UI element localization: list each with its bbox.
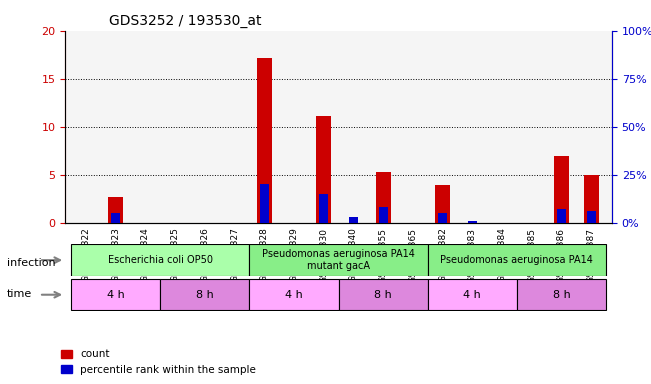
Bar bbox=[587, 211, 596, 223]
FancyBboxPatch shape bbox=[249, 245, 428, 276]
Text: 4 h: 4 h bbox=[107, 290, 124, 300]
Bar bbox=[108, 197, 123, 223]
Text: 4 h: 4 h bbox=[464, 290, 481, 300]
FancyBboxPatch shape bbox=[428, 279, 517, 310]
Text: Pseudomonas aeruginosa PA14
mutant gacA: Pseudomonas aeruginosa PA14 mutant gacA bbox=[262, 249, 415, 271]
Bar bbox=[316, 116, 331, 223]
Bar bbox=[557, 209, 566, 223]
Text: 8 h: 8 h bbox=[196, 290, 214, 300]
FancyBboxPatch shape bbox=[71, 245, 249, 276]
Bar bbox=[435, 185, 450, 223]
Bar bbox=[584, 175, 598, 223]
FancyBboxPatch shape bbox=[249, 279, 339, 310]
Text: Pseudomonas aeruginosa PA14: Pseudomonas aeruginosa PA14 bbox=[440, 255, 593, 265]
Bar bbox=[260, 184, 269, 223]
FancyBboxPatch shape bbox=[517, 279, 606, 310]
FancyBboxPatch shape bbox=[71, 279, 160, 310]
Bar bbox=[379, 207, 387, 223]
Bar bbox=[319, 194, 328, 223]
Bar bbox=[376, 172, 391, 223]
Bar bbox=[111, 213, 120, 223]
Text: GDS3252 / 193530_at: GDS3252 / 193530_at bbox=[109, 14, 261, 28]
FancyBboxPatch shape bbox=[428, 245, 606, 276]
Bar bbox=[554, 156, 569, 223]
Text: infection: infection bbox=[7, 258, 55, 268]
Bar bbox=[349, 217, 358, 223]
Text: Escherichia coli OP50: Escherichia coli OP50 bbox=[107, 255, 213, 265]
Text: 4 h: 4 h bbox=[285, 290, 303, 300]
FancyBboxPatch shape bbox=[160, 279, 249, 310]
FancyBboxPatch shape bbox=[339, 279, 428, 310]
Text: time: time bbox=[7, 289, 32, 299]
Text: 8 h: 8 h bbox=[553, 290, 570, 300]
Bar bbox=[468, 221, 477, 223]
Text: 8 h: 8 h bbox=[374, 290, 392, 300]
Bar bbox=[256, 58, 271, 223]
Legend: count, percentile rank within the sample: count, percentile rank within the sample bbox=[57, 345, 260, 379]
Bar bbox=[438, 213, 447, 223]
